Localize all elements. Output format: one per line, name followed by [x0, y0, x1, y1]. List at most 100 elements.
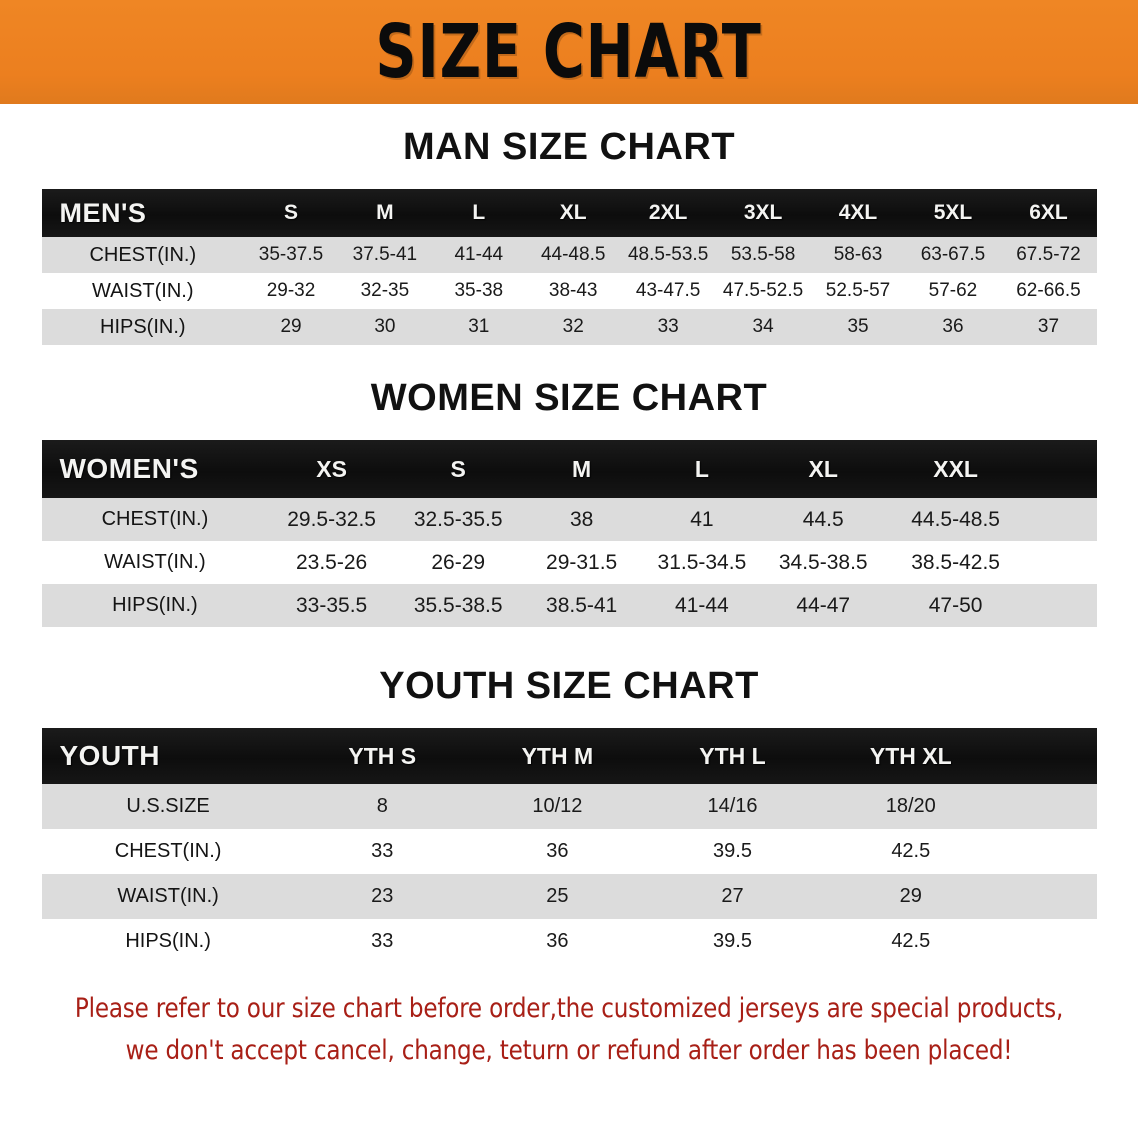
- youth-cell-0-2: 14/16: [707, 795, 758, 817]
- table-row: CHEST(IN.) 35-37.5 37.5-41 41-44 44-48.5…: [41, 237, 1097, 273]
- youth-size-table: YOUTH YTH S YTH M YTH L YTH XL U.S.SIZE …: [41, 728, 1097, 964]
- man-cell-2-5: 34: [752, 316, 774, 337]
- youth-cell-0-0: 8: [376, 795, 388, 817]
- table-row: HIPS(IN.) 33 36 39.5 42.5: [41, 919, 1097, 964]
- women-corner-label: WOMEN'S: [59, 453, 199, 484]
- man-table-header: MEN'S S M L XL 2XL 3XL 4XL 5XL 6XL: [41, 189, 1097, 237]
- man-cell-2-2: 31: [468, 316, 490, 337]
- women-cell-2-5: 47-50: [928, 593, 983, 617]
- youth-cell-1-3: 42.5: [891, 840, 931, 862]
- youth-table-header: YOUTH YTH S YTH M YTH L YTH XL: [41, 728, 1097, 784]
- women-col-header-1: S: [450, 455, 466, 482]
- man-cell-1-3: 38-43: [548, 280, 598, 301]
- man-cell-0-3: 44-48.5: [540, 244, 606, 265]
- table-row: WAIST(IN.) 23 25 27 29: [41, 874, 1097, 919]
- women-size-table: WOMEN'S XS S M L XL XXL CHEST(IN.) 29.5-…: [41, 440, 1097, 627]
- man-col-header-8: 6XL: [1029, 201, 1068, 224]
- youth-cell-3-3: 42.5: [891, 930, 931, 952]
- women-size-table-wrap: WOMEN'S XS S M L XL XXL CHEST(IN.) 29.5-…: [41, 440, 1097, 627]
- man-header-row: MEN'S S M L XL 2XL 3XL 4XL 5XL 6XL: [41, 189, 1097, 237]
- women-cell-2-0: 33-35.5: [295, 593, 368, 617]
- man-cell-1-1: 32-35: [360, 280, 410, 301]
- youth-col-header-0: YTH S: [348, 742, 417, 769]
- women-col-header-5: XXL: [933, 455, 978, 482]
- women-section-title: WOMEN SIZE CHART: [370, 377, 768, 419]
- man-cell-1-4: 43-47.5: [635, 280, 701, 301]
- table-row: CHEST(IN.) 33 36 39.5 42.5: [41, 829, 1097, 874]
- man-row-label-2: HIPS(IN.): [100, 315, 186, 338]
- women-cell-2-2: 38.5-41: [546, 593, 618, 617]
- women-col-header-0: XS: [316, 455, 347, 482]
- youth-col-header-3: YTH XL: [869, 742, 952, 769]
- man-cell-2-6: 35: [847, 316, 869, 337]
- youth-cell-0-spacer: [1002, 784, 1097, 829]
- man-cell-1-5: 47.5-52.5: [722, 280, 804, 301]
- women-table-header: WOMEN'S XS S M L XL XXL: [41, 440, 1097, 498]
- women-cell-0-5: 44.5-48.5: [911, 507, 1000, 531]
- women-header-row: WOMEN'S XS S M L XL XXL: [41, 440, 1097, 498]
- man-col-header-6: 4XL: [838, 201, 878, 224]
- man-col-header-0: S: [284, 201, 299, 224]
- man-cell-1-2: 35-38: [454, 280, 504, 301]
- man-table-body: CHEST(IN.) 35-37.5 37.5-41 41-44 44-48.5…: [41, 237, 1097, 345]
- women-col-header-2: M: [572, 455, 592, 482]
- man-row-label-1: WAIST(IN.): [92, 279, 194, 302]
- man-cell-2-3: 32: [562, 316, 584, 337]
- women-row-label-2: HIPS(IN.): [112, 594, 198, 616]
- women-col-header-spacer: [1027, 440, 1097, 498]
- man-col-header-4: 2XL: [648, 201, 688, 224]
- man-col-header-7: 5XL: [933, 201, 973, 224]
- women-cell-1-1: 26-29: [431, 550, 486, 574]
- table-row: CHEST(IN.) 29.5-32.5 32.5-35.5 38 41 44.…: [41, 498, 1097, 541]
- man-corner-label: MEN'S: [59, 197, 147, 228]
- table-row: U.S.SIZE 8 10/12 14/16 18/20: [41, 784, 1097, 829]
- man-cell-0-1: 37.5-41: [352, 244, 418, 265]
- man-cell-1-7: 57-62: [928, 280, 978, 301]
- youth-corner-label: YOUTH: [59, 740, 160, 771]
- women-cell-0-spacer: [1027, 498, 1097, 541]
- women-cell-0-4: 44.5: [802, 507, 844, 531]
- order-policy-note-line-1: Please refer to our size chart before or…: [74, 993, 1064, 1024]
- man-col-header-2: L: [472, 201, 486, 224]
- man-cell-1-0: 29-32: [266, 280, 316, 301]
- women-cell-1-2: 29-31.5: [546, 550, 618, 574]
- youth-cell-0-3: 18/20: [885, 795, 936, 817]
- man-col-header-3: XL: [559, 201, 587, 224]
- man-cell-0-7: 63-67.5: [920, 244, 986, 265]
- youth-cell-3-spacer: [1002, 919, 1097, 964]
- youth-col-header-2: YTH L: [699, 742, 766, 769]
- youth-row-label-2: WAIST(IN.): [117, 885, 219, 907]
- man-cell-1-8: 62-66.5: [1016, 280, 1081, 301]
- youth-cell-3-0: 33: [371, 930, 394, 952]
- women-cell-1-3: 31.5-34.5: [657, 550, 747, 574]
- man-size-table-wrap: MEN'S S M L XL 2XL 3XL 4XL 5XL 6XL CHEST…: [41, 189, 1097, 345]
- youth-cell-1-2: 39.5: [713, 840, 752, 862]
- youth-row-label-3: HIPS(IN.): [125, 930, 211, 952]
- youth-row-label-1: CHEST(IN.): [114, 840, 222, 862]
- youth-cell-1-spacer: [1002, 829, 1097, 874]
- man-cell-2-1: 30: [374, 316, 396, 337]
- youth-cell-1-1: 36: [546, 840, 569, 862]
- man-cell-2-4: 33: [657, 316, 679, 337]
- youth-cell-3-2: 39.5: [713, 930, 752, 952]
- women-cell-1-spacer: [1027, 541, 1097, 584]
- women-cell-1-4: 34.5-38.5: [778, 550, 868, 574]
- youth-col-header-spacer: [1002, 728, 1097, 784]
- youth-section-title: YOUTH SIZE CHART: [379, 665, 759, 707]
- youth-cell-3-1: 36: [546, 930, 569, 952]
- women-row-label-0: CHEST(IN.): [101, 508, 209, 530]
- man-cell-0-8: 67.5-72: [1016, 244, 1081, 265]
- youth-cell-0-1: 10/12: [532, 795, 583, 817]
- man-row-label-0: CHEST(IN.): [89, 243, 197, 266]
- order-policy-note-line-2: we don't accept cancel, change, teturn o…: [125, 1034, 1013, 1066]
- youth-table-body: U.S.SIZE 8 10/12 14/16 18/20 CHEST(IN.) …: [41, 784, 1097, 964]
- women-col-header-3: L: [694, 455, 709, 482]
- man-col-header-1: M: [376, 201, 394, 224]
- youth-header-row: YOUTH YTH S YTH M YTH L YTH XL: [41, 728, 1097, 784]
- man-cell-2-8: 37: [1037, 316, 1060, 337]
- youth-cell-2-spacer: [1002, 874, 1097, 919]
- women-cell-0-0: 29.5-32.5: [287, 507, 376, 531]
- order-policy-note: Please refer to our size chart before or…: [56, 988, 1082, 1072]
- man-cell-2-0: 29: [280, 316, 302, 337]
